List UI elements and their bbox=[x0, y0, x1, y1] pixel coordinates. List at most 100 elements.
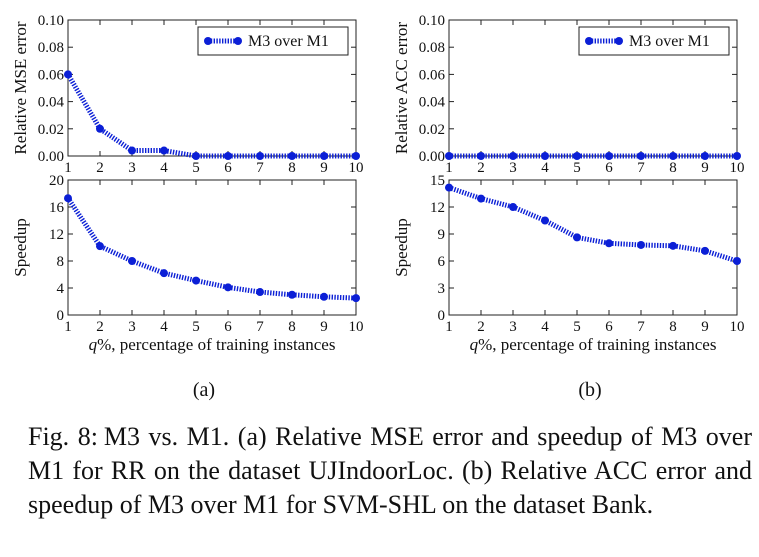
data-point bbox=[733, 257, 741, 265]
data-point bbox=[352, 294, 360, 303]
data-point bbox=[605, 152, 613, 160]
y-tick-label: 12 bbox=[430, 200, 445, 216]
data-point bbox=[96, 124, 104, 133]
y-tick-label: 0.08 bbox=[38, 40, 64, 56]
x-tick-label: 6 bbox=[224, 160, 232, 176]
legend-marker bbox=[615, 37, 623, 45]
y-tick-label: 6 bbox=[438, 254, 446, 270]
data-point bbox=[701, 246, 709, 255]
x-tick-label: 5 bbox=[573, 160, 581, 176]
data-point bbox=[477, 152, 485, 160]
y-tick-label: 0.04 bbox=[38, 95, 65, 111]
plot-frame bbox=[448, 179, 738, 316]
y-tick-label: 0.10 bbox=[38, 13, 64, 29]
data-point bbox=[477, 194, 485, 203]
x-tick-label: 1 bbox=[445, 319, 453, 335]
data-point bbox=[192, 276, 200, 285]
data-point bbox=[669, 152, 677, 160]
x-tick-label: 9 bbox=[320, 160, 328, 176]
y-tick-label: 3 bbox=[438, 281, 446, 297]
x-tick-label: 8 bbox=[288, 319, 296, 335]
x-tick-label: 1 bbox=[64, 160, 72, 176]
y-tick-label: 0.10 bbox=[419, 13, 445, 29]
x-tick-label: 3 bbox=[128, 160, 136, 176]
y-axis-label: Relative ACC error bbox=[392, 22, 411, 155]
x-tick-label: 10 bbox=[730, 319, 745, 335]
legend-label: M3 over M1 bbox=[248, 33, 329, 50]
x-axis-label: q%, percentage of training instances bbox=[89, 335, 336, 354]
series-line bbox=[65, 73, 356, 159]
legend-marker bbox=[234, 37, 242, 45]
data-point bbox=[320, 292, 328, 301]
series-line bbox=[65, 196, 357, 301]
y-tick-label: 0 bbox=[438, 308, 446, 324]
x-tick-label: 5 bbox=[573, 319, 581, 335]
legend-label: M3 over M1 bbox=[629, 33, 710, 50]
data-point bbox=[733, 152, 741, 160]
data-point bbox=[637, 240, 645, 249]
plot-frame bbox=[67, 179, 357, 316]
x-tick-label: 4 bbox=[541, 319, 549, 335]
data-point bbox=[605, 239, 613, 248]
data-point bbox=[509, 203, 517, 211]
y-tick-label: 0.04 bbox=[419, 95, 446, 111]
subfigure-label-a: (a) bbox=[193, 379, 215, 401]
y-tick-label: 12 bbox=[49, 227, 64, 243]
data-point bbox=[192, 152, 200, 160]
x-tick-label: 2 bbox=[477, 319, 485, 335]
data-point bbox=[637, 152, 645, 160]
x-axis-label: q%, percentage of training instances bbox=[470, 335, 717, 354]
y-tick-label: 0.02 bbox=[38, 122, 64, 138]
data-point bbox=[128, 146, 136, 155]
figure-caption: Fig. 8: M3 vs. M1. (a) Relative MSE error… bbox=[28, 420, 752, 522]
series-line bbox=[448, 185, 738, 264]
x-tick-label: 1 bbox=[445, 160, 453, 176]
data-point bbox=[352, 152, 360, 160]
y-tick-label: 20 bbox=[49, 173, 64, 189]
y-tick-label: 9 bbox=[438, 227, 446, 243]
data-point bbox=[128, 257, 136, 265]
y-tick-label: 15 bbox=[430, 173, 445, 189]
x-tick-label: 9 bbox=[701, 319, 709, 335]
x-tick-label: 4 bbox=[160, 160, 168, 176]
y-tick-label: 0.02 bbox=[419, 122, 445, 138]
subfigure-label-b: (b) bbox=[578, 379, 601, 401]
data-point bbox=[288, 290, 296, 299]
data-point bbox=[64, 194, 72, 203]
x-tick-label: 3 bbox=[509, 319, 517, 335]
x-tick-label: 10 bbox=[349, 160, 364, 176]
data-point bbox=[541, 216, 549, 225]
x-tick-label: 6 bbox=[605, 319, 613, 335]
y-tick-label: 0 bbox=[57, 308, 65, 324]
x-tick-label: 4 bbox=[160, 319, 168, 335]
data-point bbox=[96, 242, 104, 251]
x-tick-label: 9 bbox=[701, 160, 709, 176]
y-tick-label: 4 bbox=[57, 281, 65, 297]
x-tick-label: 8 bbox=[669, 319, 677, 335]
data-point bbox=[320, 152, 328, 160]
x-tick-label: 10 bbox=[730, 160, 745, 176]
caption-label: Fig. 8: bbox=[28, 422, 98, 451]
x-tick-label: 10 bbox=[349, 319, 364, 335]
x-tick-label: 2 bbox=[96, 160, 104, 176]
x-tick-label: 7 bbox=[256, 319, 264, 335]
y-tick-label: 0.08 bbox=[419, 40, 445, 56]
x-tick-label: 5 bbox=[192, 319, 200, 335]
y-tick-label: 0.00 bbox=[419, 149, 445, 165]
x-tick-label: 7 bbox=[256, 160, 264, 176]
data-point bbox=[64, 70, 72, 79]
x-tick-label: 6 bbox=[224, 319, 232, 335]
data-point bbox=[445, 183, 453, 192]
data-point bbox=[224, 152, 232, 160]
data-point bbox=[573, 233, 581, 242]
data-point bbox=[160, 146, 168, 155]
data-point bbox=[256, 288, 264, 297]
x-tick-label: 3 bbox=[509, 160, 517, 176]
x-tick-label: 5 bbox=[192, 160, 200, 176]
x-tick-label: 7 bbox=[637, 319, 645, 335]
legend: M3 over M1 bbox=[578, 26, 730, 56]
legend-marker bbox=[585, 37, 593, 45]
y-tick-label: 0.06 bbox=[38, 67, 65, 83]
